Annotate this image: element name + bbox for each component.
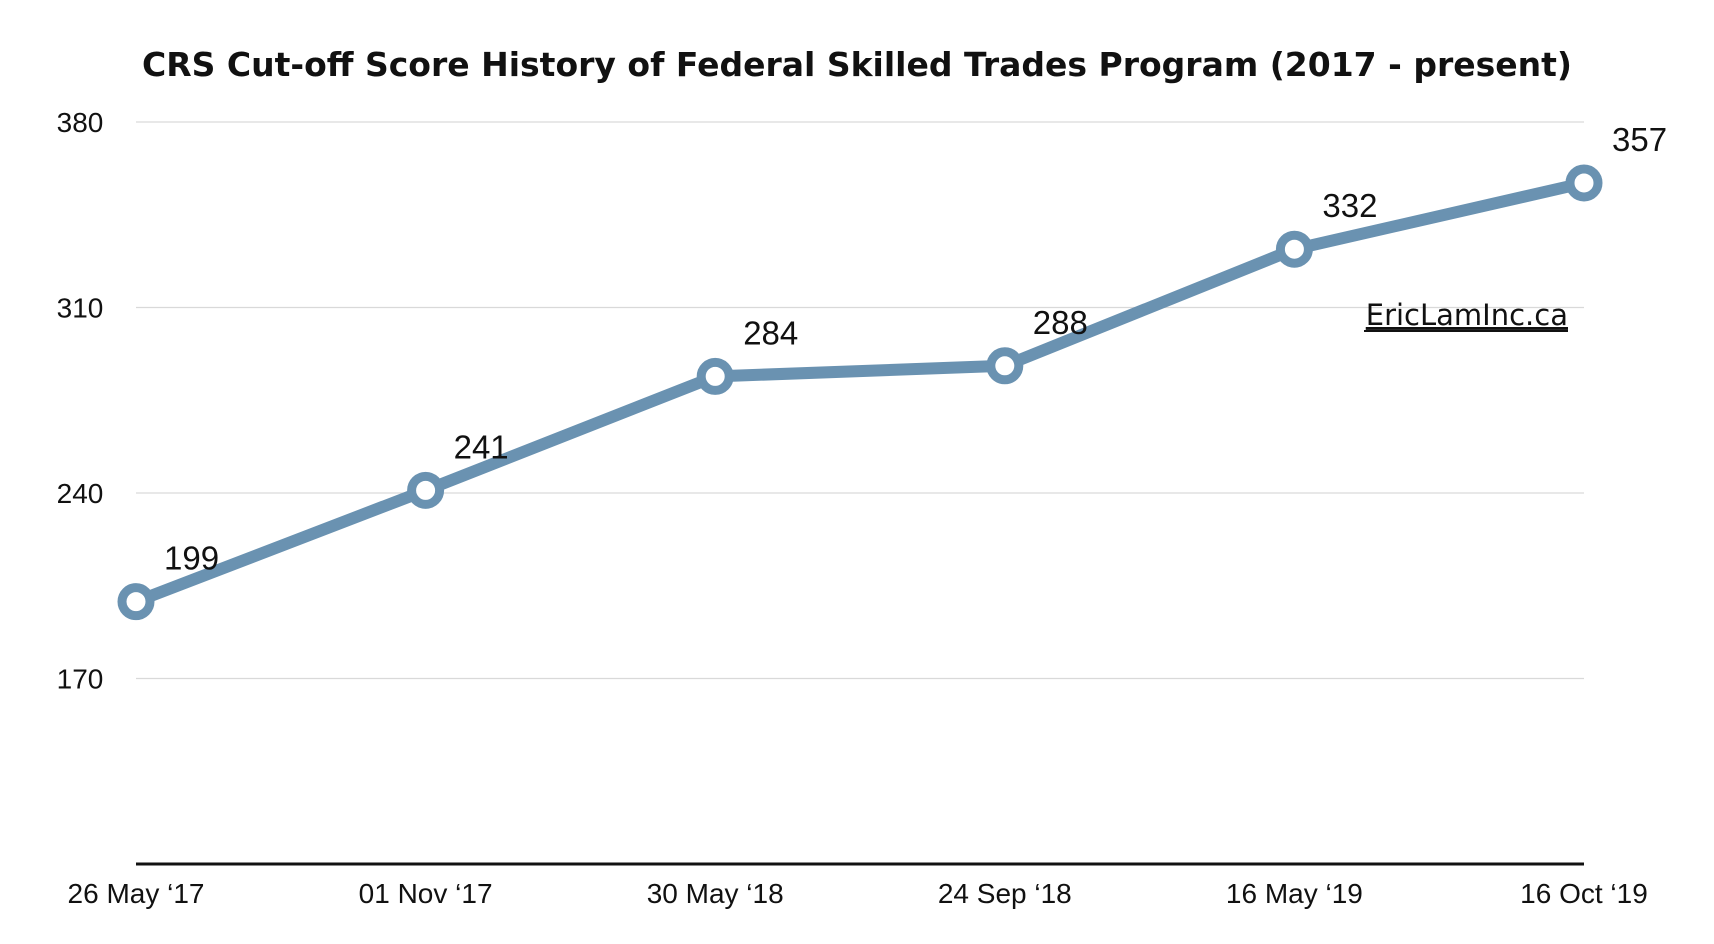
- data-point[interactable]: [986, 347, 1024, 385]
- x-tick-label: 26 May ‘17: [68, 878, 205, 909]
- y-tick-label: 310: [57, 293, 104, 324]
- y-tick-label: 170: [57, 664, 104, 695]
- y-tick-label: 240: [57, 478, 104, 509]
- data-label: 241: [454, 428, 509, 465]
- y-axis: 380 310 240 170: [57, 107, 104, 695]
- data-point[interactable]: [1565, 164, 1603, 202]
- data-label: 332: [1322, 187, 1377, 224]
- grid-layer: [136, 121, 1584, 680]
- chart-title: CRS Cut-off Score History of Federal Ski…: [142, 45, 1572, 84]
- data-point[interactable]: [696, 357, 734, 395]
- data-point[interactable]: [407, 471, 445, 509]
- y-tick-label: 380: [57, 107, 104, 138]
- data-label-layer: 199 241 284 288 332 357: [164, 121, 1667, 577]
- data-point[interactable]: [117, 583, 155, 621]
- data-label: 284: [743, 314, 798, 351]
- watermark-text[interactable]: EricLamInc.ca: [1366, 298, 1568, 332]
- data-label: 288: [1033, 304, 1088, 341]
- x-tick-label: 30 May ‘18: [647, 878, 784, 909]
- data-label: 357: [1612, 121, 1667, 158]
- series-layer: [117, 164, 1603, 621]
- data-label: 199: [164, 540, 219, 577]
- series-line: [130, 176, 1590, 608]
- x-axis: 26 May ‘17 01 Nov ‘17 30 May ‘18 24 Sep ‘18…: [68, 878, 1648, 909]
- x-tick-label: 16 May ‘19: [1226, 878, 1363, 909]
- x-tick-label: 16 Oct ‘19: [1520, 878, 1648, 909]
- x-tick-label: 01 Nov ‘17: [359, 878, 493, 909]
- x-tick-label: 24 Sep ‘18: [938, 878, 1072, 909]
- data-point[interactable]: [1275, 230, 1313, 268]
- watermark[interactable]: EricLamInc.ca: [1364, 298, 1568, 332]
